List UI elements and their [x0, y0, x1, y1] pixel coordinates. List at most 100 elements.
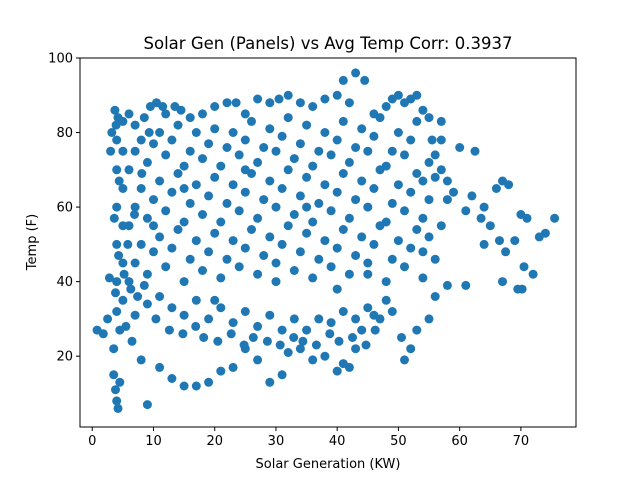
data-point — [357, 232, 367, 242]
data-point — [320, 180, 330, 190]
data-point — [210, 172, 220, 182]
data-point — [179, 277, 189, 287]
data-point — [161, 206, 171, 216]
data-point — [114, 176, 124, 186]
data-point — [231, 98, 241, 108]
data-point — [222, 254, 232, 264]
data-point — [110, 105, 120, 115]
data-point — [118, 184, 128, 193]
data-point — [167, 187, 177, 197]
y-axis-ticks: 20 40 60 80 100 — [48, 52, 80, 365]
data-point — [510, 236, 520, 246]
data-point — [239, 340, 249, 350]
data-point — [418, 247, 428, 257]
data-point — [314, 254, 324, 264]
data-point — [137, 169, 147, 178]
data-point — [470, 146, 480, 156]
data-point — [504, 180, 514, 190]
data-point — [344, 213, 354, 223]
data-point — [234, 206, 244, 216]
data-point — [216, 273, 226, 283]
y-tick-label: 100 — [48, 52, 73, 67]
data-point — [387, 198, 397, 208]
data-point — [375, 314, 385, 324]
data-point — [228, 318, 238, 328]
data-point — [302, 172, 312, 182]
data-point — [461, 206, 471, 216]
data-point — [198, 154, 207, 164]
data-point — [320, 351, 330, 361]
data-point — [436, 165, 446, 175]
data-point — [351, 251, 361, 260]
data-point — [332, 366, 342, 376]
data-point — [369, 131, 379, 141]
data-point — [259, 195, 269, 205]
data-point — [234, 262, 244, 272]
data-point — [363, 146, 373, 156]
data-point — [467, 191, 477, 201]
data-point — [289, 154, 299, 164]
data-point — [308, 355, 318, 365]
data-point — [265, 176, 275, 186]
data-point — [173, 225, 183, 234]
data-point — [283, 113, 293, 123]
data-point — [155, 362, 165, 372]
y-tick-label: 40 — [56, 275, 73, 290]
data-point — [112, 239, 122, 249]
data-point — [176, 105, 186, 115]
data-point — [204, 191, 214, 201]
data-point — [363, 269, 373, 279]
data-point — [397, 333, 406, 342]
data-point — [226, 329, 236, 339]
data-point — [109, 344, 119, 354]
data-point — [248, 333, 258, 342]
data-point — [427, 135, 437, 145]
data-point — [412, 169, 422, 178]
data-point — [393, 128, 403, 137]
data-point — [124, 277, 134, 287]
data-point — [311, 340, 321, 350]
x-axis-ticks: 0 10 20 30 40 50 60 70 — [88, 427, 529, 449]
data-point — [400, 206, 409, 216]
data-point — [111, 385, 120, 395]
data-point — [338, 75, 348, 85]
data-point — [198, 266, 207, 275]
data-point — [326, 318, 336, 328]
data-point — [271, 202, 281, 212]
data-point — [118, 295, 128, 305]
data-point — [126, 284, 136, 294]
data-point — [334, 336, 344, 346]
data-point — [442, 195, 452, 205]
x-tick-label: 60 — [451, 434, 468, 449]
data-point — [265, 310, 275, 320]
data-point — [142, 299, 152, 309]
data-point — [412, 90, 422, 100]
data-point — [228, 180, 238, 190]
data-point — [228, 236, 238, 246]
data-point — [283, 221, 293, 231]
data-point — [259, 251, 269, 260]
data-point — [289, 333, 299, 342]
data-point — [412, 116, 422, 126]
data-point — [357, 176, 367, 186]
data-point — [262, 336, 272, 346]
data-point — [112, 307, 122, 316]
data-point — [191, 381, 201, 391]
data-point — [167, 243, 177, 253]
data-point — [136, 184, 146, 193]
data-point — [344, 269, 354, 279]
data-point — [277, 131, 287, 141]
data-point — [253, 157, 263, 167]
data-point — [118, 116, 128, 126]
data-point — [179, 310, 189, 320]
data-point — [155, 176, 165, 186]
data-point — [185, 113, 195, 123]
data-point — [216, 161, 226, 171]
data-point — [124, 221, 134, 231]
data-point — [393, 236, 403, 246]
data-point — [133, 292, 143, 301]
x-tick-label: 20 — [206, 434, 223, 449]
data-point — [348, 333, 357, 342]
data-point — [295, 139, 305, 149]
